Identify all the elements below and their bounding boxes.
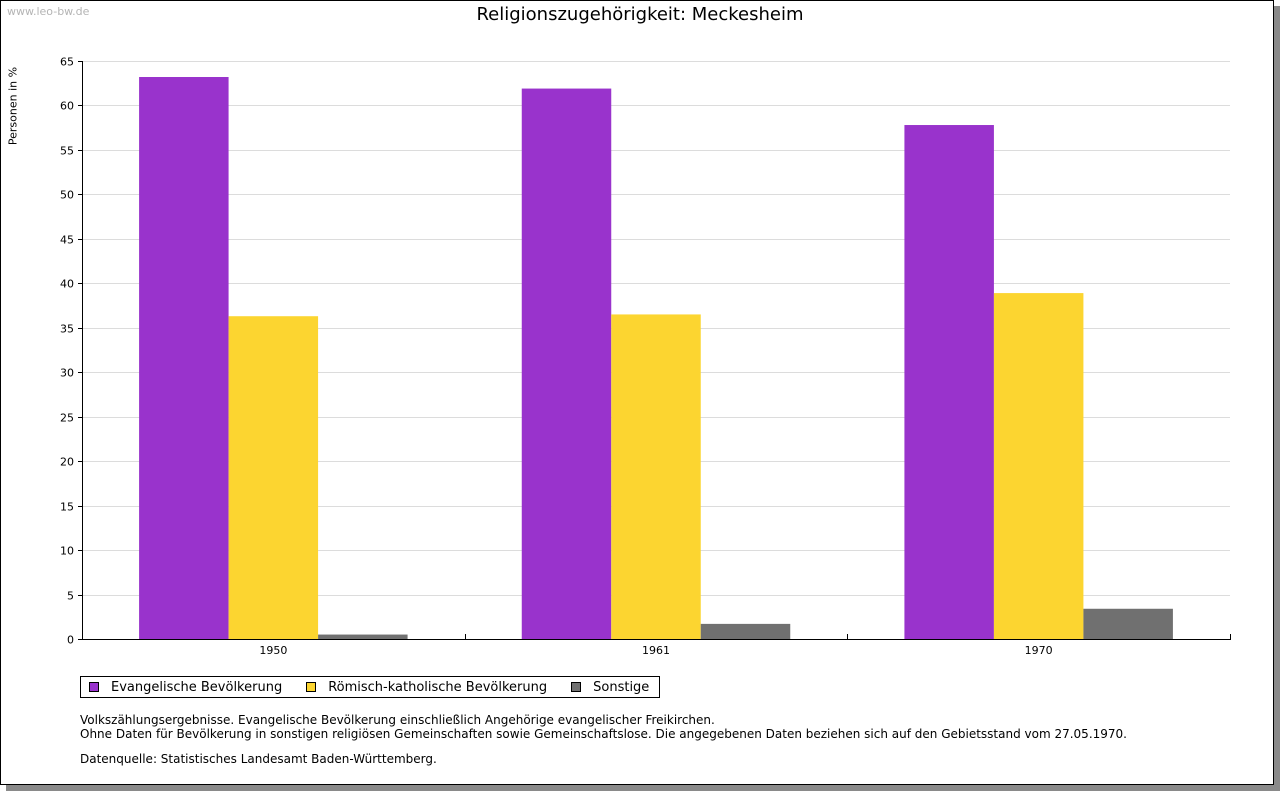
y-tick-label: 35 bbox=[60, 323, 74, 336]
frame-shadow-right bbox=[1274, 6, 1280, 791]
legend-item: Sonstige bbox=[571, 680, 649, 695]
bar bbox=[1083, 608, 1173, 639]
legend-label: Evangelische Bevölkerung bbox=[111, 679, 283, 695]
chart-title: Religionszugehörigkeit: Meckesheim bbox=[476, 4, 804, 25]
bar bbox=[993, 293, 1084, 639]
footnote-line: Volkszählungsergebnisse. Evangelische Be… bbox=[80, 713, 715, 727]
x-tick-label: 1961 bbox=[642, 644, 670, 657]
bar bbox=[521, 88, 612, 639]
x-tick-label: 1970 bbox=[1025, 644, 1053, 657]
bar bbox=[700, 623, 791, 639]
y-tick-label: 30 bbox=[60, 367, 74, 380]
y-tick-label: 0 bbox=[67, 634, 74, 647]
legend-swatch bbox=[306, 682, 317, 692]
bar bbox=[904, 125, 994, 640]
footnotes: Volkszählungsergebnisse. Evangelische Be… bbox=[80, 713, 1127, 741]
y-tick-label: 55 bbox=[60, 145, 74, 158]
legend-swatch bbox=[89, 682, 99, 692]
y-tick-label: 15 bbox=[60, 501, 74, 514]
y-tick-label: 20 bbox=[60, 456, 74, 469]
legend-label: Römisch-katholische Bevölkerung bbox=[328, 679, 548, 695]
legend-swatch bbox=[571, 682, 582, 692]
bar bbox=[318, 634, 408, 639]
bar bbox=[139, 77, 229, 639]
x-tick-label: 1950 bbox=[259, 644, 287, 657]
bar bbox=[611, 314, 701, 639]
legend: Evangelische Bevölkerung Römisch-katholis… bbox=[80, 676, 661, 698]
y-tick-label: 45 bbox=[60, 234, 74, 247]
bar bbox=[228, 316, 319, 639]
y-tick-label: 40 bbox=[60, 278, 74, 291]
legend-label: Sonstige bbox=[593, 679, 650, 695]
y-tick-label: 50 bbox=[60, 189, 74, 202]
legend-item: Römisch-katholische Bevölkerung bbox=[306, 680, 547, 695]
frame-shadow-bottom bbox=[6, 785, 1280, 791]
y-tick-label: 60 bbox=[60, 100, 74, 113]
watermark: www.leo-bw.de bbox=[7, 5, 90, 18]
y-tick-label: 25 bbox=[60, 412, 74, 425]
y-tick-label: 5 bbox=[67, 590, 74, 603]
footnote-line: Ohne Daten für Bevölkerung in sonstigen … bbox=[80, 727, 1127, 741]
y-tick-label: 10 bbox=[60, 545, 74, 558]
data-source: Datenquelle: Statistisches Landesamt Bad… bbox=[80, 752, 437, 766]
legend-item: Evangelische Bevölkerung bbox=[89, 680, 282, 695]
y-tick-label: 65 bbox=[60, 56, 74, 69]
